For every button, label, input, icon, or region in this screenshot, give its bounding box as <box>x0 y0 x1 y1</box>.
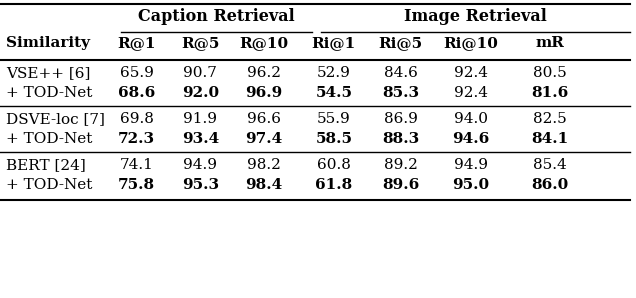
Text: Similarity: Similarity <box>6 36 90 50</box>
Text: 94.9: 94.9 <box>453 158 488 172</box>
Text: R@10: R@10 <box>239 36 289 50</box>
Text: 89.6: 89.6 <box>382 178 419 192</box>
Text: mR: mR <box>536 36 565 50</box>
Text: + TOD-Net: + TOD-Net <box>6 178 93 192</box>
Text: Ri@1: Ri@1 <box>312 36 356 50</box>
Text: 84.1: 84.1 <box>532 132 569 146</box>
Text: 74.1: 74.1 <box>120 158 154 172</box>
Text: Ri@5: Ri@5 <box>378 36 423 50</box>
Text: 88.3: 88.3 <box>382 132 419 146</box>
Text: 91.9: 91.9 <box>183 112 218 126</box>
Text: 54.5: 54.5 <box>315 86 352 100</box>
Text: 86.9: 86.9 <box>384 112 418 126</box>
Text: 81.6: 81.6 <box>532 86 569 100</box>
Text: 96.9: 96.9 <box>245 86 282 100</box>
Text: 86.0: 86.0 <box>532 178 569 192</box>
Text: R@5: R@5 <box>181 36 219 50</box>
Text: 65.9: 65.9 <box>120 66 154 80</box>
Text: Image Retrieval: Image Retrieval <box>404 8 547 25</box>
Text: 82.5: 82.5 <box>533 112 567 126</box>
Text: 92.4: 92.4 <box>453 86 488 100</box>
Text: BERT [24]: BERT [24] <box>6 158 86 172</box>
Text: 84.6: 84.6 <box>384 66 418 80</box>
Text: 55.9: 55.9 <box>317 112 351 126</box>
Text: 92.4: 92.4 <box>453 66 488 80</box>
Text: 95.0: 95.0 <box>452 178 489 192</box>
Text: 94.6: 94.6 <box>452 132 489 146</box>
Text: 61.8: 61.8 <box>315 178 352 192</box>
Text: 92.0: 92.0 <box>182 86 219 100</box>
Text: 58.5: 58.5 <box>315 132 352 146</box>
Text: 90.7: 90.7 <box>183 66 218 80</box>
Text: 60.8: 60.8 <box>317 158 351 172</box>
Text: 96.6: 96.6 <box>247 112 281 126</box>
Text: 75.8: 75.8 <box>118 178 155 192</box>
Text: 94.0: 94.0 <box>453 112 488 126</box>
Text: 98.4: 98.4 <box>245 178 282 192</box>
Text: 94.9: 94.9 <box>183 158 218 172</box>
Text: 97.4: 97.4 <box>245 132 282 146</box>
Text: 98.2: 98.2 <box>247 158 281 172</box>
Text: 72.3: 72.3 <box>118 132 155 146</box>
Text: Ri@10: Ri@10 <box>443 36 498 50</box>
Text: + TOD-Net: + TOD-Net <box>6 86 93 100</box>
Text: 52.9: 52.9 <box>317 66 351 80</box>
Text: + TOD-Net: + TOD-Net <box>6 132 93 146</box>
Text: 93.4: 93.4 <box>182 132 219 146</box>
Text: 85.4: 85.4 <box>533 158 567 172</box>
Text: 68.6: 68.6 <box>118 86 155 100</box>
Text: 80.5: 80.5 <box>533 66 567 80</box>
Text: Caption Retrieval: Caption Retrieval <box>138 8 294 25</box>
Text: 85.3: 85.3 <box>382 86 419 100</box>
Text: 89.2: 89.2 <box>384 158 418 172</box>
Text: 95.3: 95.3 <box>182 178 219 192</box>
Text: 69.8: 69.8 <box>120 112 154 126</box>
Text: DSVE-loc [7]: DSVE-loc [7] <box>6 112 105 126</box>
Text: 96.2: 96.2 <box>247 66 281 80</box>
Text: VSE++ [6]: VSE++ [6] <box>6 66 91 80</box>
Text: R@1: R@1 <box>118 36 156 50</box>
